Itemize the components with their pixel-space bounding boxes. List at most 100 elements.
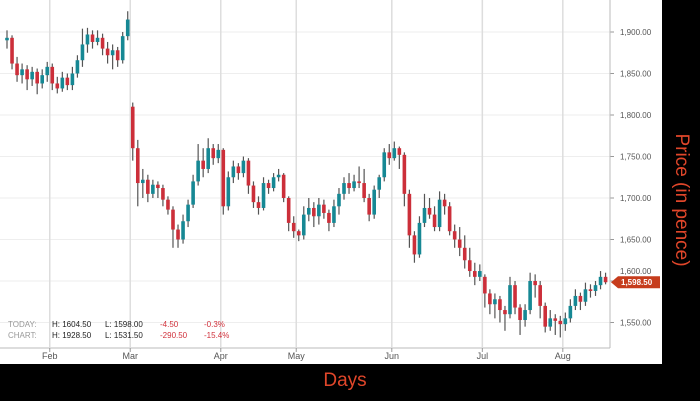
candle-body-up	[573, 295, 578, 306]
x-tick-label: May	[288, 351, 306, 361]
candle-body-down	[221, 149, 226, 207]
candle-body-up	[20, 69, 24, 76]
y-tick-label: 1,700.00	[620, 194, 652, 203]
candle-body-down	[603, 276, 608, 283]
candle-body-down	[543, 305, 548, 327]
candle-body-down	[533, 281, 537, 286]
candle-body-up	[125, 19, 130, 37]
today-change: -4.50	[160, 320, 179, 329]
x-axis-title: Days	[323, 370, 367, 391]
candle-body-up	[151, 184, 155, 194]
candle-body-down	[407, 193, 412, 236]
candle-body-up	[191, 181, 195, 205]
candle-body-up	[231, 166, 236, 178]
chart-pct: -15.4%	[204, 331, 230, 340]
candle-body-down	[236, 166, 241, 174]
candle-body-down	[55, 83, 60, 89]
candle-body-down	[452, 231, 457, 240]
candle-body-up	[382, 152, 387, 178]
candle-body-down	[176, 229, 180, 240]
candle-body-up	[563, 318, 568, 325]
candle-body-down	[462, 247, 467, 261]
candle-body-down	[256, 202, 261, 208]
plot-panel	[0, 0, 662, 364]
candle-body-up	[478, 271, 482, 277]
candle-body-down	[171, 209, 175, 230]
candle-body-down	[211, 148, 216, 159]
candle-body-up	[372, 189, 376, 215]
candle-body-up	[276, 174, 281, 178]
candle-body-up	[493, 299, 497, 305]
today-label: TODAY:	[8, 320, 37, 329]
candle-body-up	[120, 36, 125, 61]
candle-body-up	[548, 318, 553, 327]
candle-body-up	[216, 149, 221, 159]
x-tick-label: Apr	[214, 351, 228, 361]
x-tick-label: Aug	[555, 351, 571, 361]
x-tick-label: Feb	[42, 351, 58, 361]
candle-body-down	[135, 148, 140, 184]
candle-body-down	[347, 183, 351, 189]
candle-body-down	[281, 174, 286, 198]
chart-low: L: 1531.50	[105, 331, 143, 340]
candle-body-up	[307, 207, 311, 215]
candle-body-up	[337, 193, 341, 207]
candle-body-up	[141, 179, 145, 184]
candle-body-down	[50, 66, 55, 84]
candle-body-down	[291, 222, 296, 232]
candle-body-down	[251, 185, 256, 203]
candle-body-up	[583, 289, 588, 302]
candle-body-down	[100, 37, 105, 49]
candle-body-up	[75, 60, 80, 74]
candle-body-down	[90, 34, 95, 42]
candle-body-down	[513, 285, 517, 308]
candle-body-up	[437, 199, 442, 228]
x-tick-label: Jul	[477, 351, 489, 361]
candle-body-down	[327, 212, 331, 223]
candle-body-down	[472, 271, 477, 277]
candle-body-down	[427, 207, 432, 215]
candle-body-up	[417, 222, 422, 255]
candle-body-up	[85, 34, 90, 45]
candle-body-down	[387, 152, 392, 159]
y-axis-title: Price (in pence)	[671, 133, 692, 267]
y-tick-label: 1,550.00	[620, 319, 652, 328]
candle-body-down	[161, 188, 165, 200]
x-tick-label: Mar	[122, 351, 138, 361]
candle-body-up	[377, 177, 382, 190]
candle-body-down	[146, 179, 150, 194]
candle-body-up	[40, 75, 45, 84]
candle-body-up	[568, 305, 573, 319]
candle-body-up	[30, 71, 34, 80]
candle-body-up	[226, 177, 231, 207]
candle-body-down	[115, 50, 120, 61]
today-low: L: 1598.00	[105, 320, 143, 329]
candle-body-down	[312, 207, 316, 217]
candle-body-up	[317, 204, 321, 217]
candle-body-down	[467, 260, 472, 272]
y-tick-label: 1,850.00	[620, 70, 652, 79]
candle-body-down	[447, 206, 452, 232]
candle-body-down	[432, 214, 437, 228]
candle-body-up	[261, 183, 266, 208]
candle-body-down	[105, 48, 110, 56]
candle-body-down	[498, 299, 502, 311]
candle-body-down	[457, 239, 462, 248]
candle-body-down	[156, 184, 160, 189]
candle-body-down	[357, 181, 361, 184]
candle-body-up	[593, 285, 598, 291]
candle-body-up	[181, 221, 185, 240]
candle-body-up	[342, 183, 346, 194]
candle-body-down	[246, 160, 251, 186]
candle-body-down	[25, 69, 29, 80]
candle-body-up	[70, 73, 75, 86]
candle-body-down	[588, 289, 593, 291]
candle-body-down	[367, 198, 371, 215]
candle-body-down	[558, 320, 563, 325]
candle-body-down	[402, 154, 407, 194]
candle-body-down	[266, 183, 271, 189]
candle-body-up	[392, 148, 397, 159]
candle-body-down	[15, 63, 19, 76]
last-price-label: 1,598.50	[621, 278, 653, 287]
candle-body-down	[442, 199, 447, 207]
